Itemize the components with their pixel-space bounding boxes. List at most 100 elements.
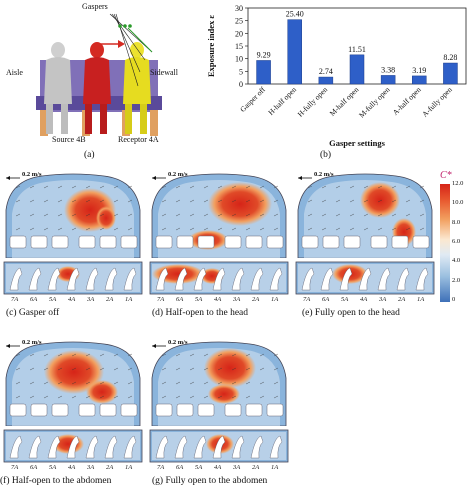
seat-shape bbox=[99, 235, 117, 249]
seat-shape bbox=[224, 403, 242, 417]
seat-shape bbox=[197, 403, 215, 417]
scale-arrowhead-icon bbox=[152, 176, 156, 180]
bar-value-label: 2.74 bbox=[319, 67, 333, 76]
seat-profile bbox=[269, 267, 283, 291]
row-label: 2A bbox=[106, 296, 114, 303]
seat-profile bbox=[320, 267, 334, 291]
row-label: 7A bbox=[11, 296, 19, 303]
row-label: 3A bbox=[379, 296, 387, 303]
cfd-panel: 0.2 m/s 4F 4E 4D 4C 4B 4A 7A 6A 5A 4A 3A 2A 1A (f) Ha… bbox=[0, 338, 144, 498]
seat-profile bbox=[123, 267, 137, 291]
bar bbox=[256, 60, 271, 85]
plan-wrapper bbox=[148, 428, 290, 475]
colorbar-gradient bbox=[440, 184, 450, 302]
seat-shape bbox=[155, 235, 173, 249]
row-label: 4A bbox=[68, 296, 76, 303]
bar-value-label: 3.38 bbox=[381, 65, 395, 74]
seat-label: 4E bbox=[178, 406, 186, 413]
speed-label: 0.2 m/s bbox=[168, 339, 188, 346]
seat-profile bbox=[377, 267, 391, 291]
row-label: 7A bbox=[157, 296, 165, 303]
seat-label: 4C bbox=[80, 238, 88, 245]
panel-caption: (d) Half-open to the head bbox=[152, 308, 249, 318]
x-tick-label: A-fully open bbox=[420, 85, 454, 119]
seat-label: 4D bbox=[199, 406, 207, 413]
seat-profile bbox=[85, 267, 99, 291]
seat-shape bbox=[370, 235, 388, 249]
x-tick-label: H-half open bbox=[266, 85, 298, 117]
seat-leg bbox=[150, 110, 158, 136]
cabin-plan-view bbox=[149, 261, 289, 295]
row-label: 6A bbox=[322, 296, 330, 303]
seat-shape bbox=[343, 235, 361, 249]
seat-profile bbox=[9, 267, 23, 291]
y-tick-label: 25 bbox=[235, 17, 243, 26]
panel-caption: (c) Gasper off bbox=[6, 308, 60, 318]
bar bbox=[349, 54, 365, 85]
bar bbox=[318, 76, 334, 85]
seat-profile bbox=[250, 267, 264, 291]
seat-label: 4A bbox=[122, 406, 130, 413]
cfd-panel: 0.2 m/s 4F 4E 4D 4C 4B 4A 7A 6A 5A 4A 3A 2A 1A (c) Ga… bbox=[2, 170, 144, 330]
panel-caption: (g) Fully open to the abdomen bbox=[152, 476, 268, 486]
seat-shape bbox=[51, 403, 69, 417]
row-label: 5A bbox=[341, 296, 349, 303]
colorbar: C* 12.0 10.0 8.0 6.0 4.0 2.0 0 bbox=[438, 170, 476, 310]
seat-profile bbox=[396, 267, 410, 291]
seat-label: 4E bbox=[32, 238, 40, 245]
colorbar-tick-label: 0 bbox=[452, 295, 456, 303]
seat-label: 4C bbox=[226, 406, 234, 413]
seat-label: 4B bbox=[101, 238, 109, 245]
gaspers-label: Gaspers bbox=[82, 2, 108, 11]
colorbar-tick-label: 4.0 bbox=[452, 257, 461, 265]
row-label: 3A bbox=[87, 464, 95, 471]
seat-label: 4E bbox=[32, 406, 40, 413]
row-label: 1A bbox=[125, 296, 133, 303]
seat-profile bbox=[250, 435, 264, 459]
plan-wrapper bbox=[2, 260, 144, 307]
seat-profile bbox=[231, 435, 245, 459]
seat-profile bbox=[269, 435, 283, 459]
seat-profile bbox=[174, 435, 188, 459]
panel-a-illustration: Gaspers Aisle Sidewall Source 4B Recepto… bbox=[0, 0, 200, 165]
seat-label: 4B bbox=[247, 238, 255, 245]
seat-profile bbox=[66, 267, 80, 291]
seat-label: 4A bbox=[268, 238, 276, 245]
y-tick-label: 30 bbox=[235, 4, 243, 13]
row-label: 3A bbox=[87, 296, 95, 303]
seat-label: 4E bbox=[178, 238, 186, 245]
seat-shape bbox=[9, 235, 27, 249]
plan-wrapper bbox=[148, 260, 290, 307]
concentration-hotspot bbox=[208, 182, 272, 226]
cabin-cross-section bbox=[5, 173, 141, 259]
bar-value-label: 11.51 bbox=[348, 45, 366, 54]
cfd-panel: 0.2 m/s 4F 4E 4D 4C 4B 4A 7A 6A 5A 4A 3A 2A 1A (d) Ha… bbox=[148, 170, 290, 330]
concentration-hotspot bbox=[96, 206, 116, 230]
cabin-cross-section bbox=[151, 341, 287, 427]
cfd-panel: 0.2 m/s 4F 4E 4D 4C 4B 4A 7A 6A 5A 4A 3A 2A 1A (e) Fu… bbox=[294, 170, 436, 330]
seat-profile bbox=[358, 267, 372, 291]
concentration-hotspot bbox=[360, 182, 400, 218]
seat-shape bbox=[51, 235, 69, 249]
colorbar-tick-label: 12.0 bbox=[452, 180, 464, 187]
x-tick-label: H-fully open bbox=[296, 85, 330, 119]
seat-shape bbox=[322, 235, 340, 249]
row-label: 7A bbox=[11, 464, 19, 471]
seat-shape bbox=[9, 403, 27, 417]
gasper-nozzles-icon bbox=[118, 24, 132, 28]
seat-label: 4F bbox=[11, 406, 19, 413]
plan-wrapper bbox=[2, 428, 144, 475]
seat-label: 4B bbox=[247, 406, 255, 413]
x-tick-label: M-half open bbox=[328, 85, 361, 118]
colorbar-title: C* bbox=[440, 170, 452, 181]
panel-caption: (f) Half-open to the abdomen bbox=[0, 476, 112, 486]
row-label: 5A bbox=[49, 296, 57, 303]
velocity-vectors bbox=[161, 185, 279, 231]
row-label: 7A bbox=[303, 296, 311, 303]
speed-label: 0.2 m/s bbox=[168, 171, 188, 178]
cabin-cross-section bbox=[151, 173, 287, 259]
y-tick-label: 15 bbox=[235, 42, 243, 51]
row-label: 2A bbox=[106, 464, 114, 471]
row-label: 4A bbox=[214, 296, 222, 303]
row-label: 4A bbox=[68, 464, 76, 471]
